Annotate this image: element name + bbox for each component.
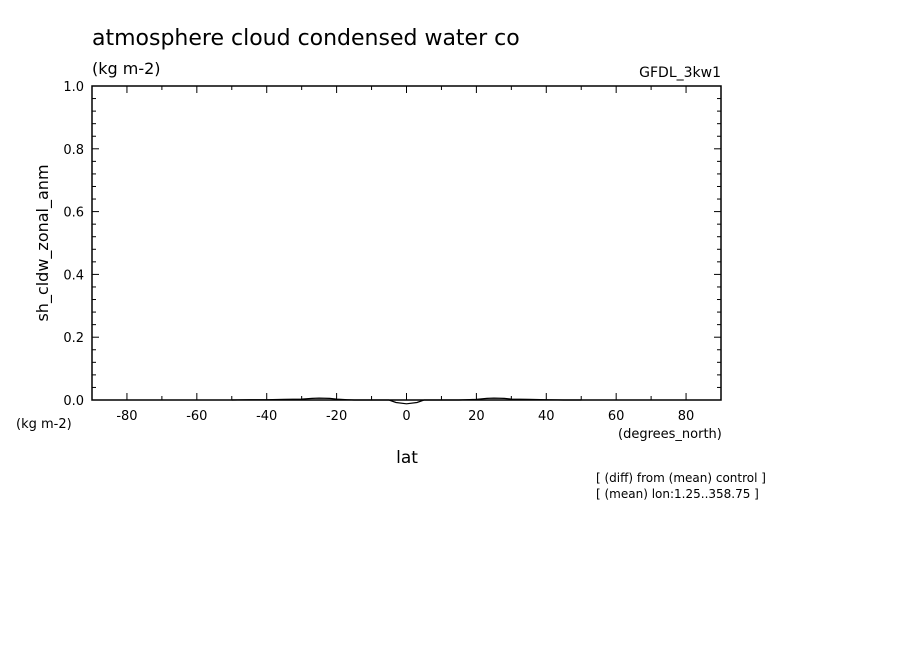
- note-diff: [ (diff) from (mean) control ]: [596, 471, 766, 485]
- series-line: [231, 397, 582, 405]
- x-tick-label: -40: [256, 409, 277, 424]
- x-tick-label: 20: [468, 409, 485, 424]
- chart-subtitle: (kg m-2): [92, 59, 161, 78]
- x-tick-label: -80: [116, 409, 137, 424]
- x-tick-label: 60: [608, 409, 625, 424]
- y-tick-label: 0.2: [63, 331, 84, 346]
- y-axis-label: sh_cldw_zonal_anm: [33, 164, 53, 321]
- note-mean: [ (mean) lon:1.25..358.75 ]: [596, 487, 759, 501]
- series-group: [231, 397, 582, 405]
- y-tick-label: 0.8: [63, 143, 84, 158]
- y-ticks: 0.0 0.2 0.4 0.6 0.8 1.0: [63, 80, 721, 409]
- x-tick-label: -60: [186, 409, 207, 424]
- y-axis-units: (kg m-2): [16, 417, 72, 432]
- plot-area: -80 -60 -40 -20 0 20 40 60 80 0.0 0.2 0.4 0.6 0.8 1.0: [63, 80, 722, 424]
- y-tick-label: 0.4: [63, 268, 84, 283]
- plot-frame: [91, 85, 722, 401]
- x-tick-label: 0: [402, 409, 410, 424]
- y-tick-label: 0.6: [63, 206, 84, 221]
- x-tick-label: 80: [678, 409, 695, 424]
- x-tick-label: -20: [326, 409, 347, 424]
- y-tick-label: 1.0: [63, 80, 84, 95]
- model-label: GFDL_3kw1: [639, 65, 721, 81]
- x-axis-label: lat: [396, 448, 418, 468]
- chart-title: atmosphere cloud condensed water co: [92, 26, 520, 51]
- x-ticks: -80 -60 -40 -20 0 20 40 60 80: [91, 86, 722, 424]
- x-axis-units: (degrees_north): [618, 427, 722, 442]
- y-tick-label: 0.0: [63, 394, 84, 409]
- x-tick-label: 40: [538, 409, 555, 424]
